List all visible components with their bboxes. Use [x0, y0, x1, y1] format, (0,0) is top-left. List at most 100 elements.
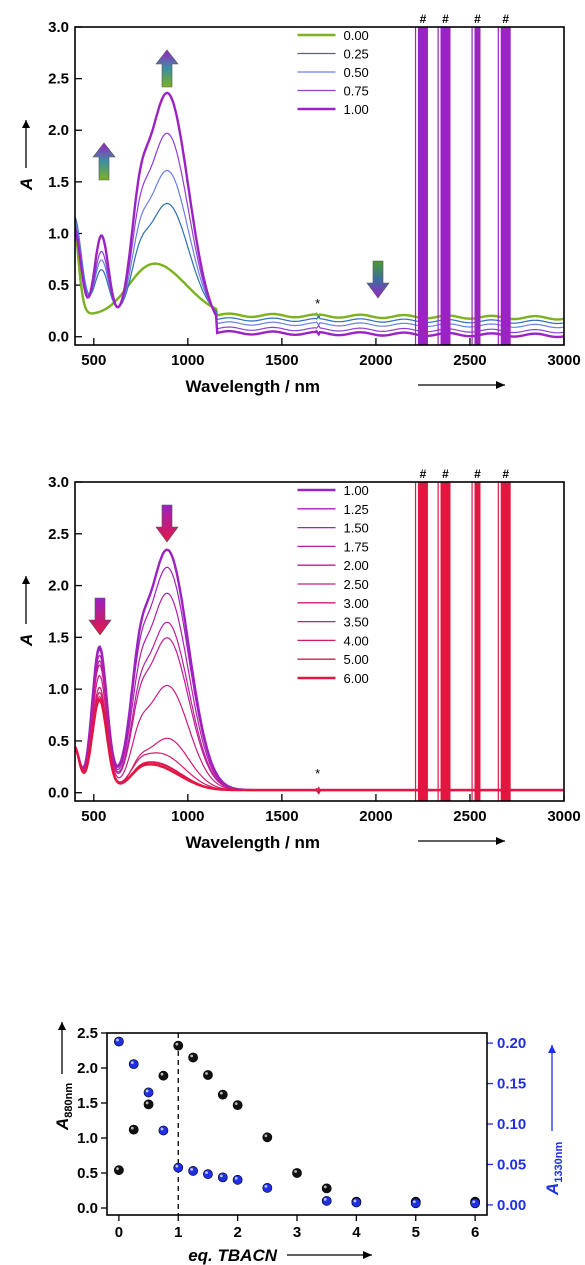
- x-tick-label: 0: [115, 1224, 123, 1241]
- solvent-band-edge: [497, 482, 499, 801]
- solvent-band-edge: [437, 27, 439, 345]
- scatter-point-highlight: [130, 1126, 134, 1130]
- artifact-asterisk: *: [315, 766, 320, 781]
- scatter-point-A880nm: [143, 1099, 154, 1110]
- top-series: [75, 91, 564, 339]
- scatter-point-A1330nm: [321, 1195, 332, 1206]
- scatter-point-highlight: [130, 1061, 134, 1065]
- arrow-up-icon: [92, 142, 116, 181]
- panel-bottom: 0 1 2 3 4 5 6 0.0 0.5 1.0 1.5 2.0 2.5 0.00 0.05 0.10 0.1…: [53, 1022, 565, 1265]
- spectrum-line-0-50: [75, 169, 564, 329]
- legend-label: 5.00: [343, 652, 368, 667]
- scatter-point-highlight: [412, 1200, 416, 1204]
- y-left-tick-label: 2.0: [77, 1060, 98, 1077]
- scatter-point-highlight: [294, 1170, 297, 1173]
- scatter-point-highlight: [160, 1072, 164, 1076]
- scatter-point-A880nm: [217, 1089, 228, 1100]
- middle-axis-ticks: 500 1000 1500 2000 2500 3000 0.0 0.5 1.0 1.5 2.0 2.…: [48, 474, 581, 825]
- scatter-point-A1330nm: [158, 1125, 169, 1136]
- scatter-point-highlight: [234, 1176, 238, 1180]
- bottom-left-y-arrow-head: [58, 1022, 66, 1030]
- top-y-axis-label-group: A: [17, 120, 36, 191]
- y-tick-label: 1.0: [48, 225, 69, 242]
- scatter-point-A1330nm: [128, 1059, 139, 1070]
- spectrum-line-6-00: [75, 698, 564, 795]
- middle-solvent-bands: [414, 482, 511, 801]
- scatter-point-A1330nm: [173, 1162, 184, 1173]
- bottom-scatter-points: [113, 1036, 481, 1209]
- scatter-point-A880nm: [321, 1183, 332, 1194]
- bottom-plot-frame: [106, 1032, 488, 1216]
- solvent-band-edge: [414, 482, 417, 801]
- legend-label: 3.00: [343, 596, 368, 611]
- solvent-band-hash: #: [442, 12, 449, 26]
- scatter-point-A1330nm: [203, 1169, 213, 1180]
- x-tick-label: 500: [81, 352, 106, 369]
- solvent-band-hash: #: [420, 467, 427, 481]
- scatter-point-A1330nm: [217, 1172, 228, 1183]
- solvent-band: [500, 27, 511, 345]
- y-tick-label: 0.0: [48, 329, 69, 346]
- scatter-point-A1330nm: [470, 1198, 481, 1209]
- y-right-tick-label: 0.05: [497, 1156, 526, 1173]
- solvent-band: [440, 27, 451, 345]
- panel-middle: 500 1000 1500 2000 2500 3000 0.0 0.5 1.0 1.5 2.0 2.…: [17, 467, 581, 852]
- solvent-band-edge: [497, 27, 499, 345]
- middle-plot-frame: [74, 481, 565, 802]
- middle-y-axis-label-group: A: [17, 576, 36, 647]
- arrow-down-icon: [88, 597, 112, 636]
- y-tick-label: 0.5: [48, 277, 69, 294]
- legend-label: 0.50: [343, 65, 368, 80]
- bottom-x-axis-label-text: eq. TBACN: [188, 1246, 278, 1265]
- legend-label: 0.75: [343, 84, 368, 99]
- y-tick-label: 0.0: [48, 785, 69, 802]
- bottom-left-y-label-sub: 880nm: [63, 1083, 75, 1118]
- x-tick-label: 1500: [265, 352, 298, 369]
- scatter-point-highlight: [472, 1200, 476, 1204]
- y-tick-label: 3.0: [48, 19, 69, 36]
- solvent-band-edge: [437, 482, 439, 801]
- solvent-band-hash: #: [442, 467, 449, 481]
- y-tick-label: 2.0: [48, 122, 69, 139]
- scatter-point-highlight: [264, 1134, 268, 1138]
- solvent-band-edge: [471, 482, 473, 801]
- scatter-point-highlight: [175, 1042, 179, 1046]
- y-tick-label: 2.0: [48, 578, 69, 595]
- scatter-point-A880nm: [173, 1040, 184, 1051]
- y-right-tick-label: 0.15: [497, 1076, 526, 1093]
- solvent-band: [500, 482, 511, 801]
- y-left-tick-label: 1.5: [77, 1095, 98, 1112]
- y-left-tick-label: 0.0: [77, 1200, 98, 1217]
- scatter-point-highlight: [145, 1089, 149, 1093]
- scatter-point-highlight: [145, 1101, 149, 1105]
- top-arrow-up-880: [155, 49, 179, 88]
- y-tick-label: 1.0: [48, 681, 69, 698]
- x-tick-label: 1000: [171, 808, 204, 825]
- scatter-point-A880nm: [292, 1168, 302, 1178]
- scatter-point-highlight: [219, 1174, 223, 1178]
- middle-arrow-down-520: [88, 597, 112, 636]
- scatter-point-highlight: [190, 1168, 194, 1171]
- x-tick-label: 3: [293, 1224, 301, 1241]
- middle-x-arrow: [418, 837, 505, 845]
- legend-label: 4.00: [343, 633, 368, 648]
- y-tick-label: 1.5: [48, 174, 69, 191]
- artifact-asterisk: *: [315, 296, 320, 311]
- legend-label: 3.50: [343, 615, 368, 630]
- legend-label: 0.25: [343, 47, 368, 62]
- solvent-band-hash: #: [502, 12, 509, 26]
- y-tick-label: 2.5: [48, 526, 69, 543]
- scatter-point-A880nm: [188, 1052, 198, 1063]
- scatter-point-A1330nm: [143, 1087, 154, 1098]
- solvent-band: [417, 27, 428, 345]
- top-x-arrow: [418, 381, 505, 389]
- legend-label: 1.00: [343, 102, 368, 117]
- scatter-point-A880nm: [262, 1132, 273, 1143]
- y-right-tick-label: 0.00: [497, 1197, 526, 1214]
- arrow-down-icon: [366, 260, 390, 299]
- scatter-point-A1330nm: [188, 1166, 198, 1176]
- solvent-band-hash: #: [474, 467, 481, 481]
- top-axis-ticks: 500 1000 1500 2000 2500 3000 0.0 0.5 1.0 1.5 2.0 2.…: [48, 19, 581, 369]
- y-left-tick-label: 2.5: [77, 1025, 98, 1042]
- scatter-point-highlight: [323, 1185, 327, 1189]
